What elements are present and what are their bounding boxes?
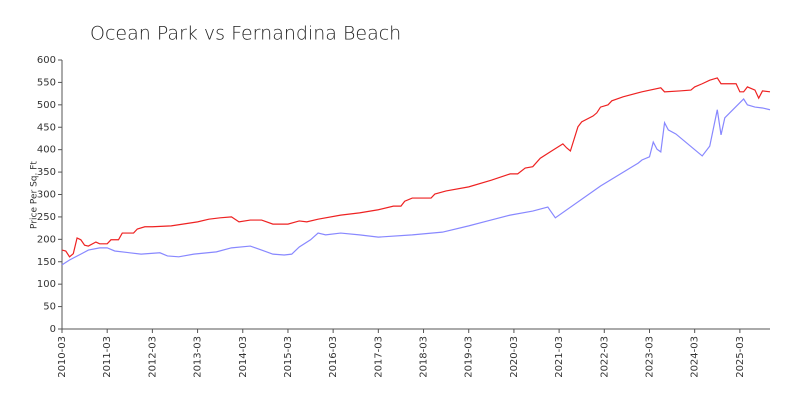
y-tick-label: 200 [37,234,56,245]
y-tick-label: 300 [37,190,56,201]
y-tick-label: 350 [37,167,56,178]
x-tick-label: 2019-03 [464,336,475,378]
y-tick-label: 500 [37,100,56,111]
y-tick-label: 600 [37,55,56,66]
x-tick-label: 2023-03 [644,336,655,378]
y-tick-label: 50 [43,302,56,313]
x-tick-label: 2014-03 [238,336,249,378]
x-tick-label: 2011-03 [102,336,113,378]
x-tick-label: 2016-03 [328,336,339,378]
x-tick-label: 2024-03 [690,336,701,378]
series-line [61,98,771,266]
x-tick-label: 2021-03 [554,336,565,378]
chart-title: Ocean Park vs Fernandina Beach [90,23,401,45]
y-tick-label: 250 [37,212,56,223]
series-line [61,77,771,258]
y-axis-label: Price Per Sq. Ft [30,161,40,229]
x-tick-label: 2018-03 [419,336,430,378]
y-tick-label: 150 [37,257,56,268]
y-tick-label: 450 [37,122,56,133]
y-tick-label: 400 [37,145,56,156]
x-tick-label: 2020-03 [509,336,520,378]
x-tick-label: 2022-03 [599,336,610,378]
x-tick-label: 2025-03 [735,336,746,378]
y-tick-label: 0 [50,324,56,335]
x-tick-label: 2013-03 [193,336,204,378]
y-tick-label: 550 [37,77,56,88]
x-tick-label: 2012-03 [147,336,158,378]
x-tick-label: 2015-03 [283,336,294,378]
y-tick-label: 100 [37,279,56,290]
x-tick-label: 2010-03 [57,336,68,378]
x-tick-label: 2017-03 [373,336,384,378]
